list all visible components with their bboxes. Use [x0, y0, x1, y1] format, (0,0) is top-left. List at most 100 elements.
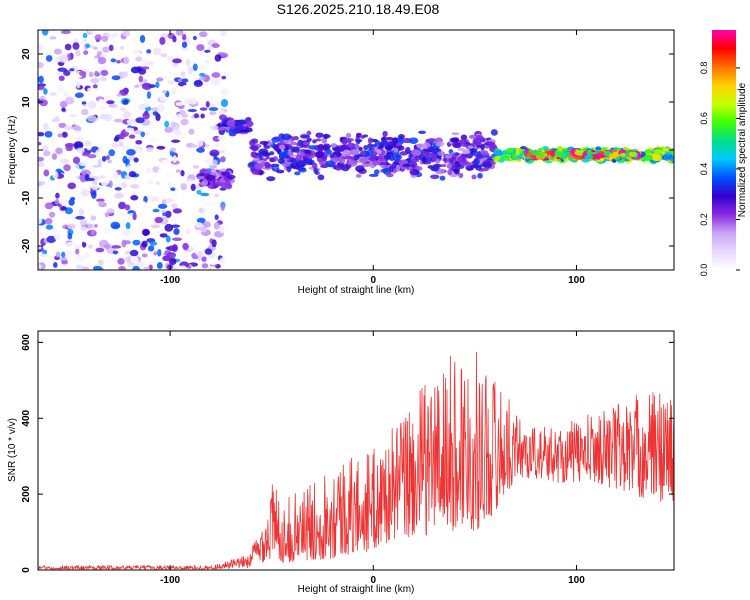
colorbar-tick-label: 0.0	[699, 264, 709, 277]
spectrogram-cell	[152, 47, 162, 56]
spectrogram-cell	[130, 184, 140, 189]
spectrogram-cell	[402, 163, 411, 168]
spectrogram-cell	[330, 142, 337, 148]
spectrogram-cell	[192, 35, 197, 41]
spectrogram-cell	[114, 187, 122, 191]
spectrogram-cell	[471, 174, 477, 180]
spectrogram-cell	[317, 174, 325, 181]
spectrogram-cell	[192, 165, 200, 169]
spectrogram-cell	[88, 71, 94, 78]
spectrogram-cell	[95, 247, 105, 253]
spectrogram-cell	[157, 203, 168, 209]
spectrogram-cell	[75, 248, 80, 255]
spectrogram-cell	[173, 228, 180, 236]
spectrogram-cell	[111, 143, 120, 148]
spectrogram-cell	[182, 85, 187, 92]
spectrogram-cell	[159, 233, 168, 238]
spectrogram-cell	[493, 159, 499, 163]
spectrogram-cell	[81, 241, 87, 248]
spectrogram-cell	[75, 264, 84, 270]
spectrogram-cell	[214, 193, 219, 198]
spectrogram-cell	[181, 47, 190, 51]
spectrogram-cell	[81, 108, 89, 116]
spectrogram-cell	[88, 30, 96, 33]
spectrogram-cell	[188, 128, 195, 135]
spectrogram-cell	[180, 183, 188, 191]
spectrogram-cell	[40, 253, 48, 258]
snr-frame	[37, 330, 675, 571]
spectrogram-cell	[102, 46, 110, 53]
spectrogram-cell	[72, 125, 82, 131]
spectrogram-cell	[372, 138, 378, 143]
spectrogram-cell	[526, 152, 532, 158]
spectrogram-cell	[474, 158, 480, 166]
spectrogram-cell	[78, 70, 87, 76]
spectrogram-cell	[289, 154, 298, 158]
spectrogram-cell	[308, 145, 318, 150]
spectrogram-cell	[451, 132, 460, 136]
x-tick-label: -100	[160, 575, 180, 586]
spectrogram-cell	[297, 139, 304, 144]
spectrogram-cell	[196, 189, 202, 195]
spectrogram-cell	[149, 137, 159, 142]
spectrogram-cell	[414, 155, 422, 161]
spectrogram-cell	[235, 122, 242, 126]
spectrogram-cell	[110, 58, 117, 63]
spectrogram-cell	[208, 107, 219, 112]
spectrogram-cell	[408, 137, 419, 145]
spectrogram-cell	[88, 244, 93, 249]
spectrogram-cell	[185, 58, 191, 67]
spectrogram-cell	[199, 37, 209, 42]
spectrogram-cell	[65, 87, 72, 95]
spectrogram-cell	[193, 113, 200, 119]
spectrogram-cell	[198, 77, 206, 81]
spectrogram-cell	[563, 151, 571, 156]
spectrogram-cell	[321, 156, 328, 162]
spectrogram-cell	[167, 80, 175, 85]
spectrogram-cell	[345, 133, 352, 138]
spectrogram-cell	[46, 235, 57, 244]
spectrogram-cell	[67, 232, 73, 240]
spectrogram-cell	[473, 141, 482, 146]
spectrogram-cell	[78, 161, 89, 167]
spectrogram-cell	[92, 84, 98, 89]
spectrogram-cell	[197, 207, 207, 215]
spectrogram-cell	[165, 172, 176, 177]
spectrogram-cell	[432, 149, 440, 153]
spectrogram-cell	[133, 157, 139, 163]
spectrogram-cell	[94, 70, 99, 77]
spectrogram-cell	[383, 154, 391, 160]
spectrogram-cell	[161, 159, 171, 165]
spectrogram-cell	[380, 164, 388, 169]
spectrogram-cell	[361, 163, 372, 167]
spectrogram-cell	[92, 46, 98, 50]
spectrogram-cell	[444, 154, 453, 159]
spectrogram-cell	[371, 143, 378, 148]
spectrogram-cell	[41, 145, 49, 152]
spectrogram-cell	[124, 204, 131, 211]
spectrogram-cell	[185, 91, 192, 98]
spectrogram-cell	[71, 167, 80, 172]
spectrogram-cell	[63, 125, 73, 131]
spectrogram-cell	[100, 180, 109, 187]
spectrogram-cell	[38, 156, 45, 162]
spectrogram-cell	[141, 253, 148, 258]
spectrogram-cell	[92, 181, 98, 185]
spectrogram-cell	[134, 130, 143, 135]
spectrogram-cell	[350, 149, 361, 154]
spectrogram-cell	[138, 75, 143, 83]
spectrogram-cell	[127, 155, 136, 161]
spectrogram-cell	[68, 198, 75, 206]
spectrogram-cell	[281, 161, 291, 167]
spectrogram-cell	[274, 145, 279, 152]
spectrogram-cell	[117, 138, 124, 143]
spectrogram-cell	[210, 171, 217, 176]
spectrogram-cell	[193, 80, 203, 87]
spectrogram-cell	[38, 264, 42, 270]
spectrogram-cell	[43, 122, 49, 131]
spectrogram-cell	[205, 52, 213, 58]
spectrogram-cell	[418, 130, 427, 135]
spectrogram-cell	[90, 215, 97, 221]
spectrogram-cell	[118, 141, 124, 147]
spectrogram-cell	[55, 251, 61, 258]
